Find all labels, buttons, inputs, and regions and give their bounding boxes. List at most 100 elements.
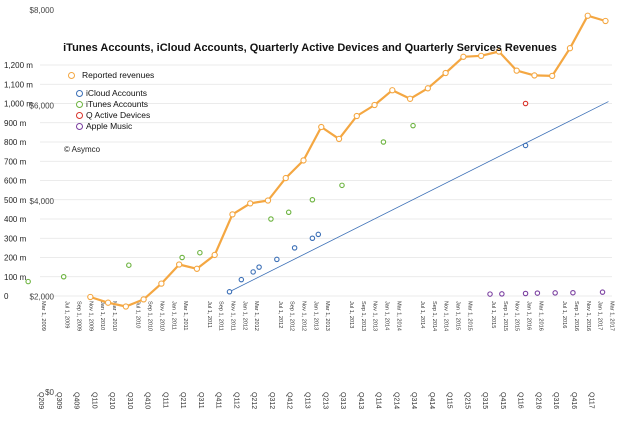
quarter-tick-label: Q214 <box>392 392 399 409</box>
date-tick-label: Nov 1, 2011 <box>229 301 235 331</box>
itunes-accounts-point <box>60 273 67 280</box>
date-tick-label: Mar 1, 2017 <box>608 301 614 331</box>
left-axis-tick-label: 700 m <box>4 157 27 166</box>
reported-revenues-point <box>584 12 591 19</box>
quarter-tick-label: Q413 <box>357 392 364 409</box>
reported-revenues-point <box>371 101 378 109</box>
date-tick-label: Sep 1, 2015 <box>502 301 508 331</box>
date-tick-label: Jan 1, 2012 <box>241 301 247 330</box>
quarter-tick-label: Q313 <box>339 392 346 409</box>
apple-music-point <box>552 290 558 296</box>
reported-revenues-point <box>176 261 183 268</box>
date-tick-label: Mar 1, 2013 <box>324 301 330 331</box>
quarter-tick-label: Q414 <box>428 392 435 409</box>
reported-revenues-point <box>211 251 218 259</box>
left-axis-tick-label: 1,200 m <box>4 61 33 70</box>
itunes-accounts-point <box>268 216 274 222</box>
quarter-tick-label: Q412 <box>286 392 293 409</box>
date-tick-label: Jan 1, 2010 <box>99 301 105 330</box>
itunes-accounts-point <box>179 254 185 261</box>
icloud-accounts-point <box>315 231 322 238</box>
date-tick-label: Nov 1, 2010 <box>158 301 164 331</box>
date-tick-label: Nov 1, 2009 <box>87 301 93 331</box>
icloud-accounts-point <box>309 235 316 242</box>
quarter-tick-label: Q216 <box>534 392 541 409</box>
icloud-accounts-trendline <box>229 101 609 293</box>
quarter-tick-label: Q115 <box>446 392 453 409</box>
quarter-tick-label: Q309 <box>55 392 62 409</box>
quarter-tick-label: Q416 <box>570 392 577 409</box>
gridlines <box>40 64 612 297</box>
reported-revenues-point <box>406 95 414 102</box>
icloud-accounts-point <box>522 142 529 149</box>
quarter-tick-label: Q415 <box>499 392 506 409</box>
apple-music-point <box>487 291 493 297</box>
date-tick-label: Nov 1, 2012 <box>301 301 307 331</box>
left-axis-tick-label: 900 m <box>4 119 27 128</box>
apple-music-point <box>499 291 505 297</box>
date-tick-label: Nov 1, 2016 <box>585 301 591 331</box>
reported-revenues-point <box>193 265 201 272</box>
reported-revenues-point <box>229 211 236 218</box>
icloud-accounts-point <box>256 264 262 270</box>
date-tick-label: Jan 1, 2016 <box>526 301 532 330</box>
quarter-tick-label: Q211 <box>179 392 186 409</box>
reported-revenues-point <box>104 299 112 306</box>
reported-revenues-point <box>122 303 130 310</box>
date-tick-label: Mar 1, 2009 <box>40 301 46 331</box>
left-axis-tick-label: 500 m <box>4 196 27 205</box>
icloud-accounts-point <box>226 289 233 295</box>
itunes-accounts-point <box>339 182 345 189</box>
axis-labels: 1,200 m 1,100 m 1,000 m 900 m 800 m 700 m 600 … <box>4 6 614 409</box>
revenue-axis-tick-label: $2,000 <box>30 293 55 302</box>
date-tick-label: Nov 1, 2013 <box>372 301 378 331</box>
itunes-accounts-point <box>25 278 31 285</box>
reported-revenues-point <box>247 200 254 207</box>
itunes-accounts-point <box>285 209 292 216</box>
quarter-tick-label: Q215 <box>463 392 470 409</box>
q-active-devices-point <box>522 100 529 107</box>
date-tick-label: Jul 1, 2009 <box>64 301 70 328</box>
quarter-tick-label: Q314 <box>410 392 417 409</box>
legend-label: iTunes Accounts <box>86 99 149 109</box>
apple-music-point <box>570 289 576 296</box>
date-tick-label: Sep 1, 2010 <box>147 301 153 331</box>
reported-revenues-point <box>158 280 165 287</box>
itunes-accounts-point <box>126 262 132 268</box>
itunes-accounts-point <box>197 249 203 256</box>
quarter-tick-label: Q210 <box>108 392 115 409</box>
date-tick-label: Jan 1, 2017 <box>597 301 603 330</box>
left-axis-tick-label: 200 m <box>4 254 27 263</box>
legend-label: Apple Music <box>86 121 133 131</box>
date-tick-label: Mar 1, 2011 <box>182 301 188 330</box>
date-tick-label: Jan 1, 2013 <box>312 301 318 330</box>
reported-revenues-point <box>442 69 449 77</box>
date-tick-label: Jan 1, 2011 <box>170 301 176 330</box>
date-tick-label: Sep 1, 2014 <box>431 301 437 331</box>
reported-revenues-point <box>602 17 609 25</box>
reported-revenues-point <box>264 197 272 204</box>
quarter-tick-label: Q411 <box>215 392 222 409</box>
quarter-tick-label: Q310 <box>126 392 133 409</box>
quarter-tick-label: Q117 <box>588 392 595 409</box>
left-axis-tick-label: 600 m <box>4 177 27 186</box>
date-tick-label: Mar 1, 2012 <box>253 301 259 331</box>
date-tick-label: Nov 1, 2015 <box>514 301 520 331</box>
reported-revenues-point <box>495 48 503 55</box>
quarter-tick-label: Q212 <box>250 392 257 409</box>
date-tick-label: Nov 1, 2014 <box>443 301 449 331</box>
date-tick-label: Sep 1, 2013 <box>360 301 366 331</box>
reported-revenues-point <box>300 157 307 164</box>
date-tick-label: Mar 1, 2015 <box>466 301 472 331</box>
date-tick-label: Mar 1, 2016 <box>537 301 543 331</box>
quarter-tick-label: Q113 <box>303 392 310 409</box>
quarter-tick-label: Q111 <box>161 392 168 408</box>
icloud-accounts-point <box>291 245 298 251</box>
date-tick-label: Sep 1, 2016 <box>573 301 579 331</box>
apple-music-point <box>599 289 606 295</box>
revenue-axis-tick-label: $6,000 <box>30 102 55 111</box>
date-tick-label: Jul 1, 2015 <box>490 301 496 328</box>
reported-revenues-point <box>531 72 538 79</box>
quarter-tick-label: Q114 <box>375 392 382 409</box>
icloud-accounts-point <box>238 276 245 283</box>
